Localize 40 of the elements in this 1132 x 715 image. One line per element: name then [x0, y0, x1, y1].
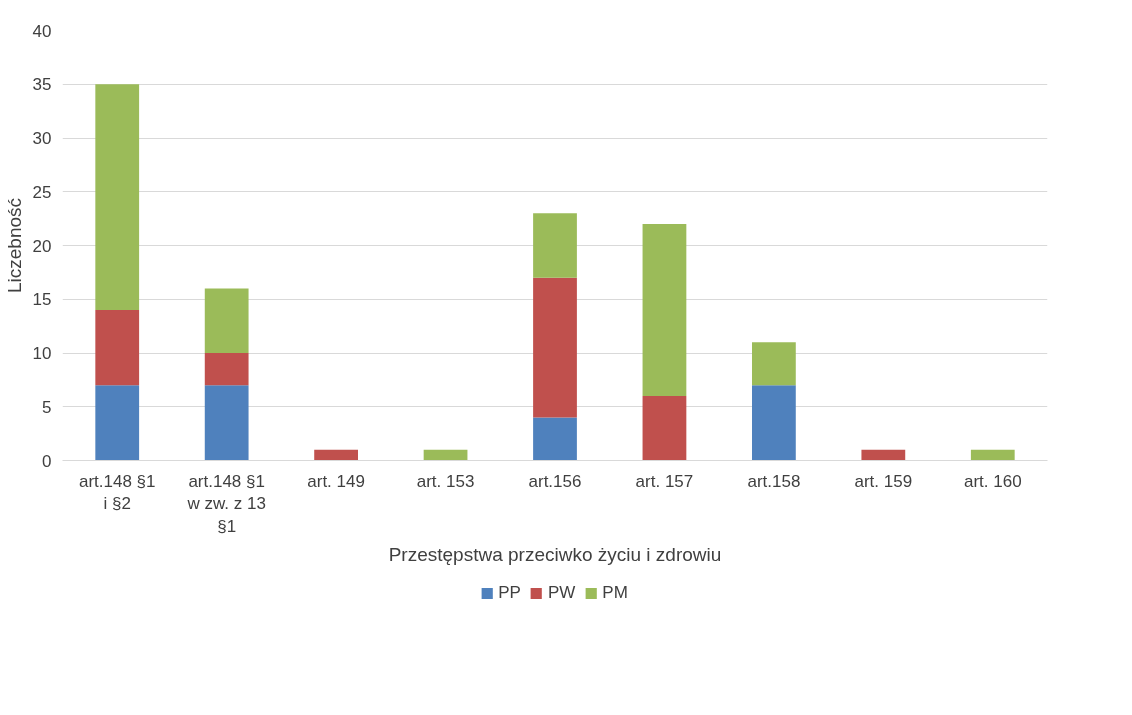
y-tick-label: 5 — [42, 397, 52, 417]
bar — [970, 449, 1015, 461]
y-tick-label: 30 — [32, 129, 52, 148]
x-axis-title: Przestępstwa przeciwko życiu i zdrowiu — [388, 544, 722, 566]
x-tick-label: art. 149 — [307, 471, 365, 491]
x-tick-label: art.156 — [528, 471, 582, 491]
bar — [642, 396, 687, 461]
x-tick-label: art. 159 — [854, 471, 913, 491]
y-tick-label: 20 — [32, 236, 52, 256]
bar — [752, 385, 796, 461]
x-tick-label: art. 153 — [416, 471, 475, 491]
y-tick-label: 25 — [32, 182, 52, 202]
bar — [423, 449, 468, 461]
bar — [533, 213, 577, 278]
x-tick-label: art.158 — [747, 471, 801, 491]
bar — [533, 277, 577, 418]
bar — [861, 449, 906, 461]
y-axis-title: Liczebność — [3, 197, 25, 294]
bar — [314, 449, 358, 461]
bar — [95, 310, 140, 386]
x-tick-label: art. 157 — [635, 471, 694, 491]
x-tick-label: art.148 §1 i §2 — [78, 471, 156, 514]
bar — [642, 224, 687, 396]
y-tick-label: 40 — [32, 21, 52, 41]
bar — [95, 385, 140, 461]
y-tick-label: 15 — [32, 290, 52, 310]
x-tick-label: art.148 §1 w zw. z 13 §1 — [186, 471, 266, 537]
bar — [204, 385, 249, 461]
bar — [204, 353, 249, 386]
legend-label: PW — [547, 583, 576, 603]
y-tick-label: 0 — [42, 451, 52, 471]
bar — [95, 84, 140, 310]
y-tick-label: 35 — [32, 75, 52, 95]
bar — [752, 342, 796, 386]
legend-label: PP — [498, 583, 521, 603]
legend-label: PM — [602, 583, 628, 603]
x-tick-label: art. 160 — [963, 471, 1022, 491]
y-tick-label: 10 — [32, 344, 52, 363]
bar — [204, 288, 249, 353]
bar — [533, 417, 577, 461]
